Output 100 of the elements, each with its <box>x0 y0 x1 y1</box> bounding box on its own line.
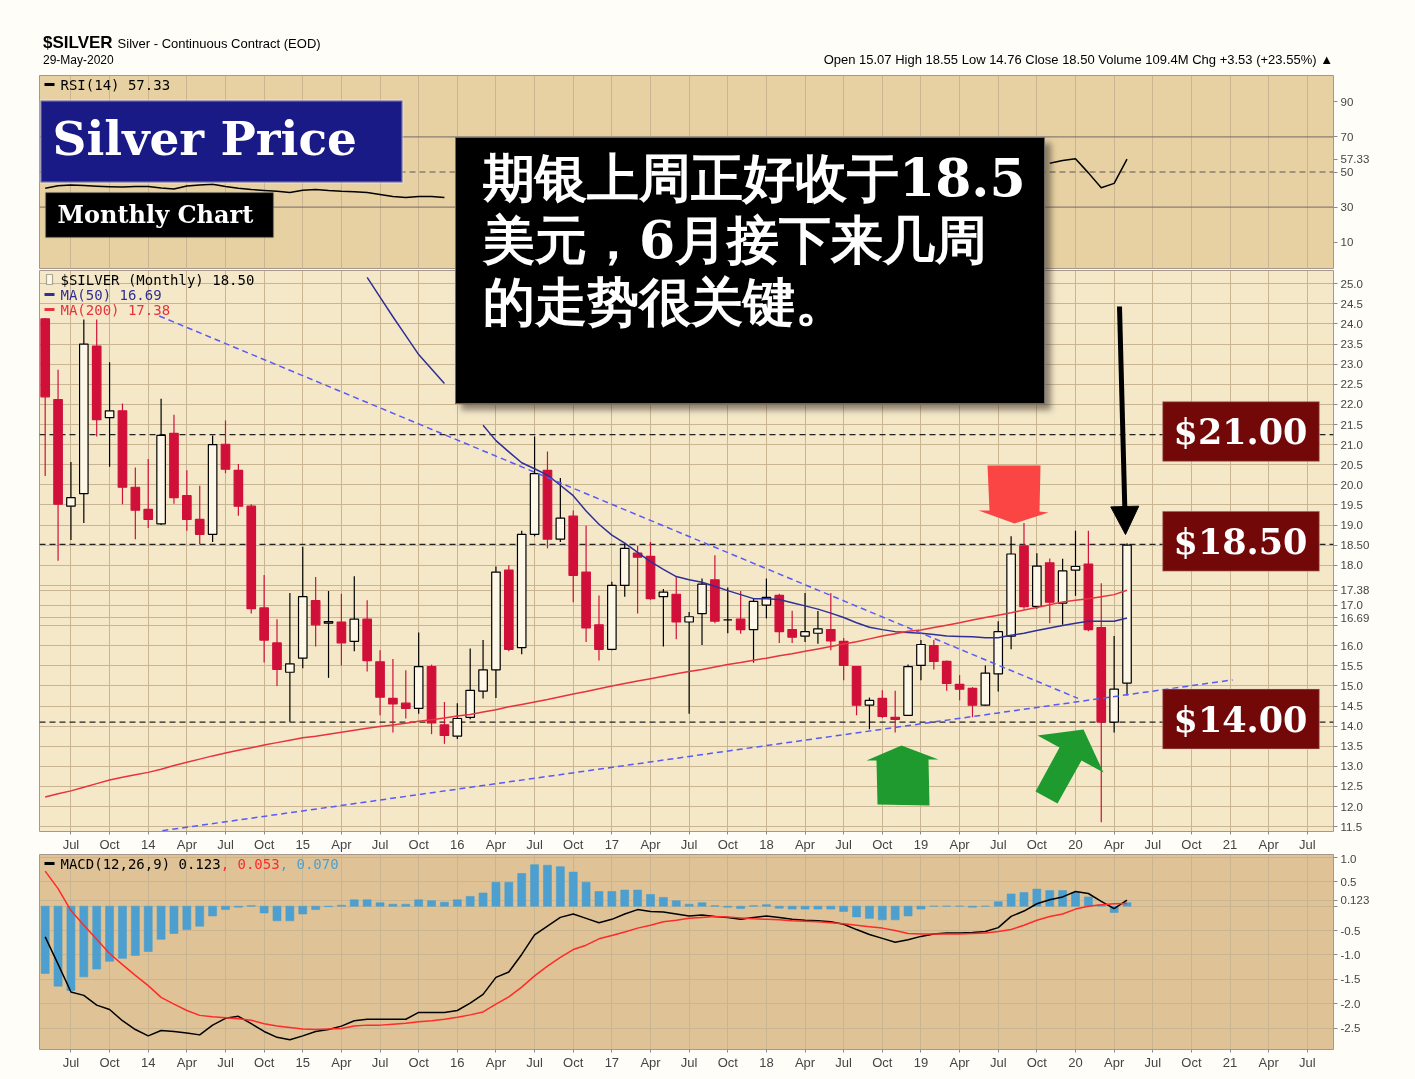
x-tick-label: Apr <box>949 836 971 852</box>
x-tick-label: Apr <box>794 836 816 852</box>
candlestick <box>555 477 566 543</box>
candlestick <box>1070 530 1081 597</box>
x-tick-label: Oct <box>1026 836 1048 852</box>
bar <box>272 905 282 922</box>
candlestick <box>864 696 875 730</box>
candlestick <box>439 701 450 745</box>
y-tick-label: 0.5 <box>1340 875 1357 888</box>
y-tick-label: 16.0 <box>1340 639 1363 652</box>
x-tick-label: Oct <box>408 836 430 852</box>
bar <box>440 901 449 907</box>
x-tick-label: Apr <box>640 1054 662 1070</box>
x-tick-label: 21 <box>1222 836 1238 852</box>
y-tick-label: 21.5 <box>1340 418 1363 431</box>
x-tick-label: Jul <box>62 836 80 852</box>
candlestick <box>285 592 295 723</box>
y-tick-label: 11.5 <box>1340 820 1363 833</box>
line-series <box>44 589 1128 798</box>
x-tick-label: 19 <box>913 836 929 852</box>
x-tick-label: Apr <box>331 1054 353 1070</box>
candlestick <box>452 702 463 740</box>
text: Open 15.07 High 18.55 Low 14.76 Close 18.50 Volume 109.4M Chg +3.53 (+23.55%) ▲ <box>823 52 1333 67</box>
bar <box>375 902 385 907</box>
x-tick-label: Apr <box>1104 1054 1125 1070</box>
bar <box>92 905 101 970</box>
x-tick-label: Oct <box>872 1054 893 1070</box>
text: $SILVER <box>43 33 113 52</box>
candlestick <box>104 361 115 468</box>
text: Silver Price <box>52 111 357 166</box>
annotation: 期银上周正好收于18.5美元，6月接下来几周的走势很关键。 <box>483 147 1027 333</box>
x-tick-label: Jul <box>1144 836 1162 852</box>
x-tick-label: 17 <box>604 1054 620 1070</box>
y-tick-label: 18.0 <box>1340 559 1363 572</box>
bar <box>1071 892 1080 907</box>
x-tick-label: Oct <box>717 836 739 852</box>
candlestick <box>787 610 798 644</box>
bar <box>478 892 488 907</box>
text: 29-May-2020 <box>43 53 114 67</box>
bar <box>556 866 565 907</box>
y-tick-label: -1.5 <box>1340 973 1361 986</box>
text: , 0.070 <box>279 855 339 872</box>
y-tick-label: 70 <box>1340 130 1354 143</box>
x-tick-label: Oct <box>254 836 275 852</box>
candlestick <box>825 592 836 651</box>
bar <box>633 889 642 907</box>
bar <box>800 905 810 910</box>
bar <box>79 905 89 978</box>
y-tick-label: 24.5 <box>1340 297 1363 310</box>
x-tick-label: Apr <box>1258 836 1280 852</box>
y-tick-label: 13.0 <box>1340 760 1363 773</box>
bar <box>182 905 192 930</box>
bar <box>131 905 140 956</box>
bar <box>890 905 900 921</box>
x-tick-label: Jul <box>217 836 234 852</box>
x-tick-label: Apr <box>949 1054 971 1070</box>
bar <box>195 905 205 927</box>
x-tick-label: Jul <box>835 836 853 852</box>
y-tick-label: 25.0 <box>1340 277 1363 290</box>
x-tick-label: Apr <box>485 1054 507 1070</box>
legend-label: MA(200) 17.38 <box>60 301 171 318</box>
legend-label: $SILVER (Monthly) 18.50 <box>60 271 255 288</box>
bar <box>607 891 617 907</box>
bar <box>865 905 874 919</box>
y-tick-label: 20.0 <box>1340 478 1363 491</box>
x-tick-label: Jul <box>62 1054 80 1070</box>
y-tick-label: -2.5 <box>1340 1022 1361 1035</box>
y-tick-label: 22.5 <box>1340 378 1363 391</box>
y-tick-label: 57.33 <box>1340 153 1370 166</box>
candlestick <box>967 686 978 718</box>
candlestick <box>182 469 192 532</box>
candlestick <box>954 674 965 701</box>
x-tick-label: Oct <box>563 1054 584 1070</box>
x-tick-label: Apr <box>1258 1054 1280 1070</box>
x-tick-label: Oct <box>1181 836 1202 852</box>
annotation: $14.00 <box>1173 698 1308 740</box>
bar <box>646 894 655 907</box>
bar <box>465 896 475 907</box>
bar <box>53 905 63 987</box>
bar <box>993 901 1003 907</box>
candlestick <box>336 593 347 667</box>
y-tick-label: 22.0 <box>1340 398 1363 411</box>
x-tick-label: Oct <box>563 836 584 852</box>
y-tick-label: 15.5 <box>1340 659 1363 672</box>
line-series <box>44 890 1128 1041</box>
bar <box>1032 888 1042 907</box>
y-tick-label: 90 <box>1340 95 1354 108</box>
x-tick-label: Apr <box>1104 836 1125 852</box>
legend-label: MA(50) 16.69 <box>60 286 162 303</box>
bar <box>156 905 166 940</box>
bar <box>169 905 179 934</box>
x-tick-label: Oct <box>99 1054 121 1070</box>
x-tick-label: 21 <box>1222 1054 1238 1070</box>
candlestick <box>877 689 888 719</box>
y-tick-label: 23.5 <box>1340 338 1363 351</box>
text: Monthly Chart <box>57 200 254 229</box>
bar <box>878 905 887 921</box>
x-tick-label: 17 <box>604 836 620 852</box>
y-tick-label: 10 <box>1340 236 1354 249</box>
bar <box>594 891 604 907</box>
